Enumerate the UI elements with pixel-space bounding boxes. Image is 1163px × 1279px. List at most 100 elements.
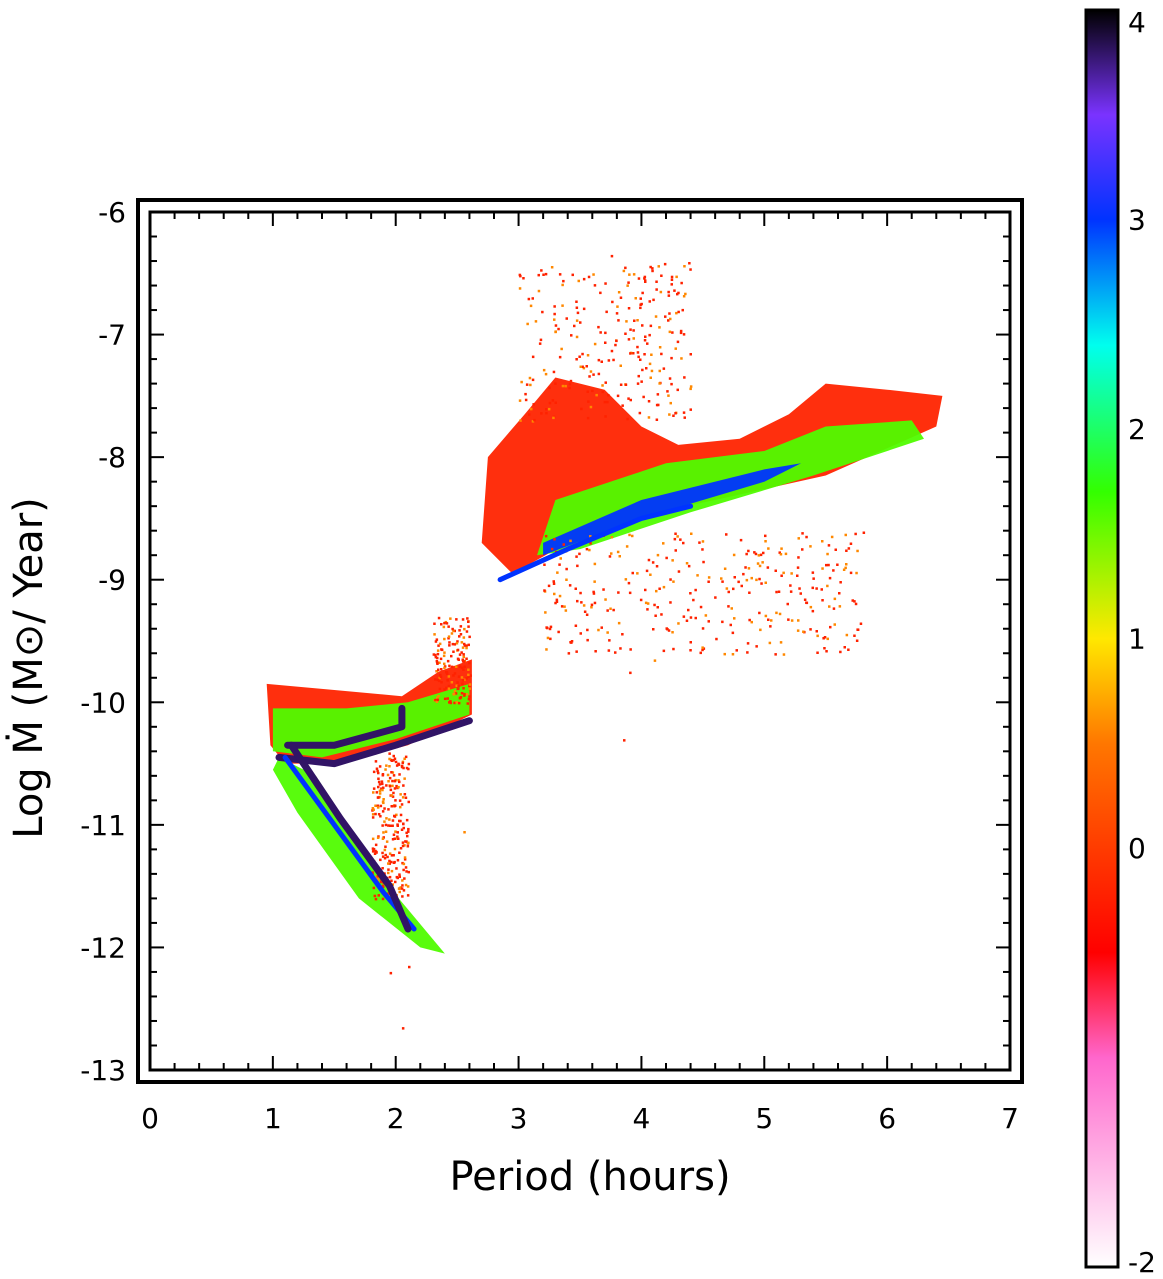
scatter-point bbox=[699, 651, 702, 655]
scatter-point bbox=[692, 598, 695, 602]
scatter-point bbox=[636, 572, 639, 575]
scatter-point bbox=[589, 405, 593, 409]
scatter-point bbox=[443, 688, 446, 691]
scatter-point bbox=[605, 310, 608, 314]
scatter-point bbox=[539, 338, 543, 342]
scatter-point bbox=[375, 850, 378, 854]
scatter-point bbox=[435, 670, 439, 673]
scatter-point bbox=[564, 384, 567, 388]
scatter-point bbox=[636, 345, 639, 349]
scatter-point bbox=[757, 554, 761, 557]
scatter-point bbox=[378, 792, 382, 795]
scatter-point bbox=[378, 765, 382, 768]
scatter-point bbox=[731, 653, 735, 656]
scatter-point bbox=[381, 773, 385, 776]
scatter-point bbox=[456, 681, 459, 684]
scatter-point bbox=[395, 867, 398, 870]
scatter-point bbox=[399, 847, 403, 850]
scatter-point bbox=[453, 701, 456, 705]
scatter-point bbox=[393, 779, 397, 783]
scatter-point bbox=[593, 342, 597, 346]
track-upper-track bbox=[284, 704, 406, 749]
scatter-point bbox=[373, 852, 377, 855]
scatter-point bbox=[553, 312, 556, 316]
scatter-point bbox=[553, 592, 556, 596]
scatter-point bbox=[821, 599, 824, 602]
scatter-point bbox=[557, 327, 560, 331]
scatter-point bbox=[520, 380, 523, 384]
scatter-point bbox=[540, 412, 543, 415]
scatter-point bbox=[830, 535, 834, 539]
scatter-point bbox=[589, 535, 592, 538]
colorbar-tick-label: 1 bbox=[1128, 623, 1146, 656]
scatter-point bbox=[609, 607, 612, 610]
scatter-point bbox=[616, 394, 620, 398]
scatter-point bbox=[579, 591, 582, 595]
scatter-point bbox=[627, 338, 631, 341]
scatter-point bbox=[859, 622, 863, 625]
scatter-point bbox=[619, 296, 623, 299]
scatter-point bbox=[570, 640, 574, 643]
scatter-point bbox=[447, 684, 451, 688]
scatter-point bbox=[579, 632, 582, 635]
scatter-point bbox=[560, 347, 563, 351]
scatter-point bbox=[404, 883, 408, 887]
scatter-point bbox=[387, 868, 390, 871]
scatter-point bbox=[604, 331, 607, 335]
scatter-point bbox=[394, 799, 397, 802]
scatter-point bbox=[385, 840, 389, 843]
scatter-point bbox=[621, 633, 624, 636]
scatter-point bbox=[544, 611, 547, 614]
scatter-point bbox=[603, 400, 607, 404]
scatter-point bbox=[388, 752, 391, 755]
scatter-point bbox=[381, 867, 384, 870]
scatter-point bbox=[701, 648, 704, 652]
scatter-point bbox=[842, 568, 846, 571]
scatter-point bbox=[525, 383, 529, 386]
scatter-point bbox=[667, 629, 671, 632]
colorbar-gradient bbox=[1084, 8, 1120, 1269]
scatter-point bbox=[555, 600, 559, 603]
scatter-outliers bbox=[389, 254, 841, 1030]
scatter-point bbox=[380, 780, 384, 783]
scatter-point bbox=[805, 601, 809, 605]
scatter-point bbox=[467, 625, 470, 628]
scatter-point bbox=[640, 380, 643, 383]
scatter-point bbox=[437, 668, 440, 671]
scatter-point bbox=[467, 620, 470, 623]
scatter-point bbox=[655, 288, 658, 291]
scatter-point bbox=[398, 873, 401, 876]
scatter-point bbox=[554, 601, 557, 605]
scatter-point bbox=[390, 854, 394, 857]
colorbar-tick-label: 4 bbox=[1128, 6, 1146, 39]
scatter-point bbox=[381, 851, 384, 855]
scatter-point bbox=[403, 777, 406, 780]
scatter-point bbox=[803, 598, 807, 601]
scatter-point bbox=[592, 273, 595, 276]
scatter-point bbox=[811, 571, 815, 574]
scatter-point bbox=[574, 624, 578, 627]
scatter-point bbox=[847, 547, 851, 550]
scatter-point bbox=[467, 673, 470, 677]
scatter-point bbox=[403, 844, 406, 847]
scatter-point bbox=[617, 319, 620, 322]
scatter-point bbox=[839, 581, 842, 584]
scatter-point bbox=[637, 374, 640, 378]
scatter-point bbox=[449, 617, 452, 620]
scatter-point bbox=[390, 879, 393, 882]
scatter-point bbox=[797, 556, 800, 559]
scatter-point bbox=[377, 785, 380, 789]
scatter-point bbox=[619, 364, 622, 367]
scatter-point bbox=[434, 653, 437, 657]
x-tick-label: 0 bbox=[141, 1102, 159, 1135]
scatter-point bbox=[545, 411, 548, 415]
scatter-point bbox=[690, 532, 693, 535]
scatter-point bbox=[459, 625, 463, 628]
scatter-point bbox=[402, 822, 405, 825]
scatter-point bbox=[658, 346, 662, 349]
scatter-point bbox=[372, 886, 376, 890]
scatter-point bbox=[459, 633, 463, 636]
scatter-point bbox=[649, 324, 653, 328]
scatter-point bbox=[465, 646, 468, 650]
